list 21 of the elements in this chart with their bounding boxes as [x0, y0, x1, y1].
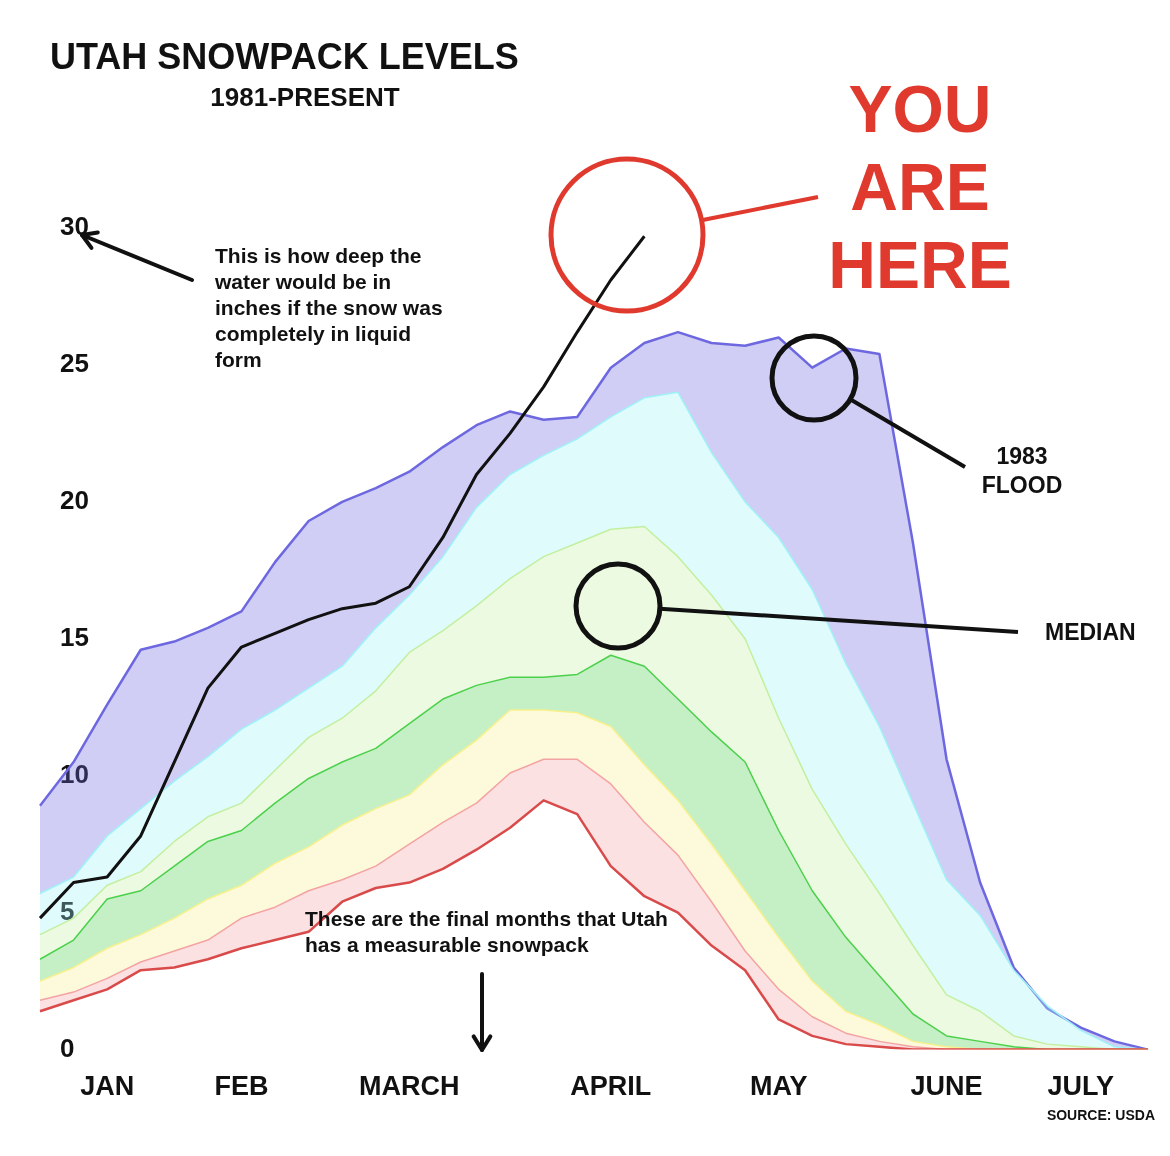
chart-subtitle: 1981-PRESENT — [209, 82, 401, 113]
x-tick-label: MAY — [749, 1071, 808, 1102]
y-tick-label: 0 — [60, 1032, 75, 1063]
source-note: SOURCE: USDA — [1045, 1106, 1155, 1124]
x-tick-label: APRIL — [570, 1071, 652, 1102]
x-tick-label: MARCH — [359, 1071, 460, 1102]
y-tick-label: 15 — [60, 621, 89, 652]
y-tick-label: 30 — [60, 211, 89, 242]
y-tick-label: 20 — [60, 485, 89, 516]
annotation: This is how deep the water would be in inches if the snow was completely in liquid form — [215, 243, 444, 373]
x-tick-label: JUNE — [910, 1071, 983, 1102]
annotation: MEDIAN — [1045, 618, 1137, 647]
annotation: 1983 FLOOD — [980, 442, 1064, 500]
annotation: YOU ARE HERE — [827, 71, 1013, 304]
y-tick-label: 25 — [60, 348, 89, 379]
x-tick-label: FEB — [214, 1071, 269, 1102]
x-tick-label: JULY — [1047, 1071, 1115, 1102]
x-tick-label: JAN — [80, 1071, 135, 1102]
y-tick-label: 5 — [60, 895, 75, 926]
y-tick-label: 10 — [60, 758, 89, 789]
chart-title: UTAH SNOWPACK LEVELS — [50, 36, 519, 78]
